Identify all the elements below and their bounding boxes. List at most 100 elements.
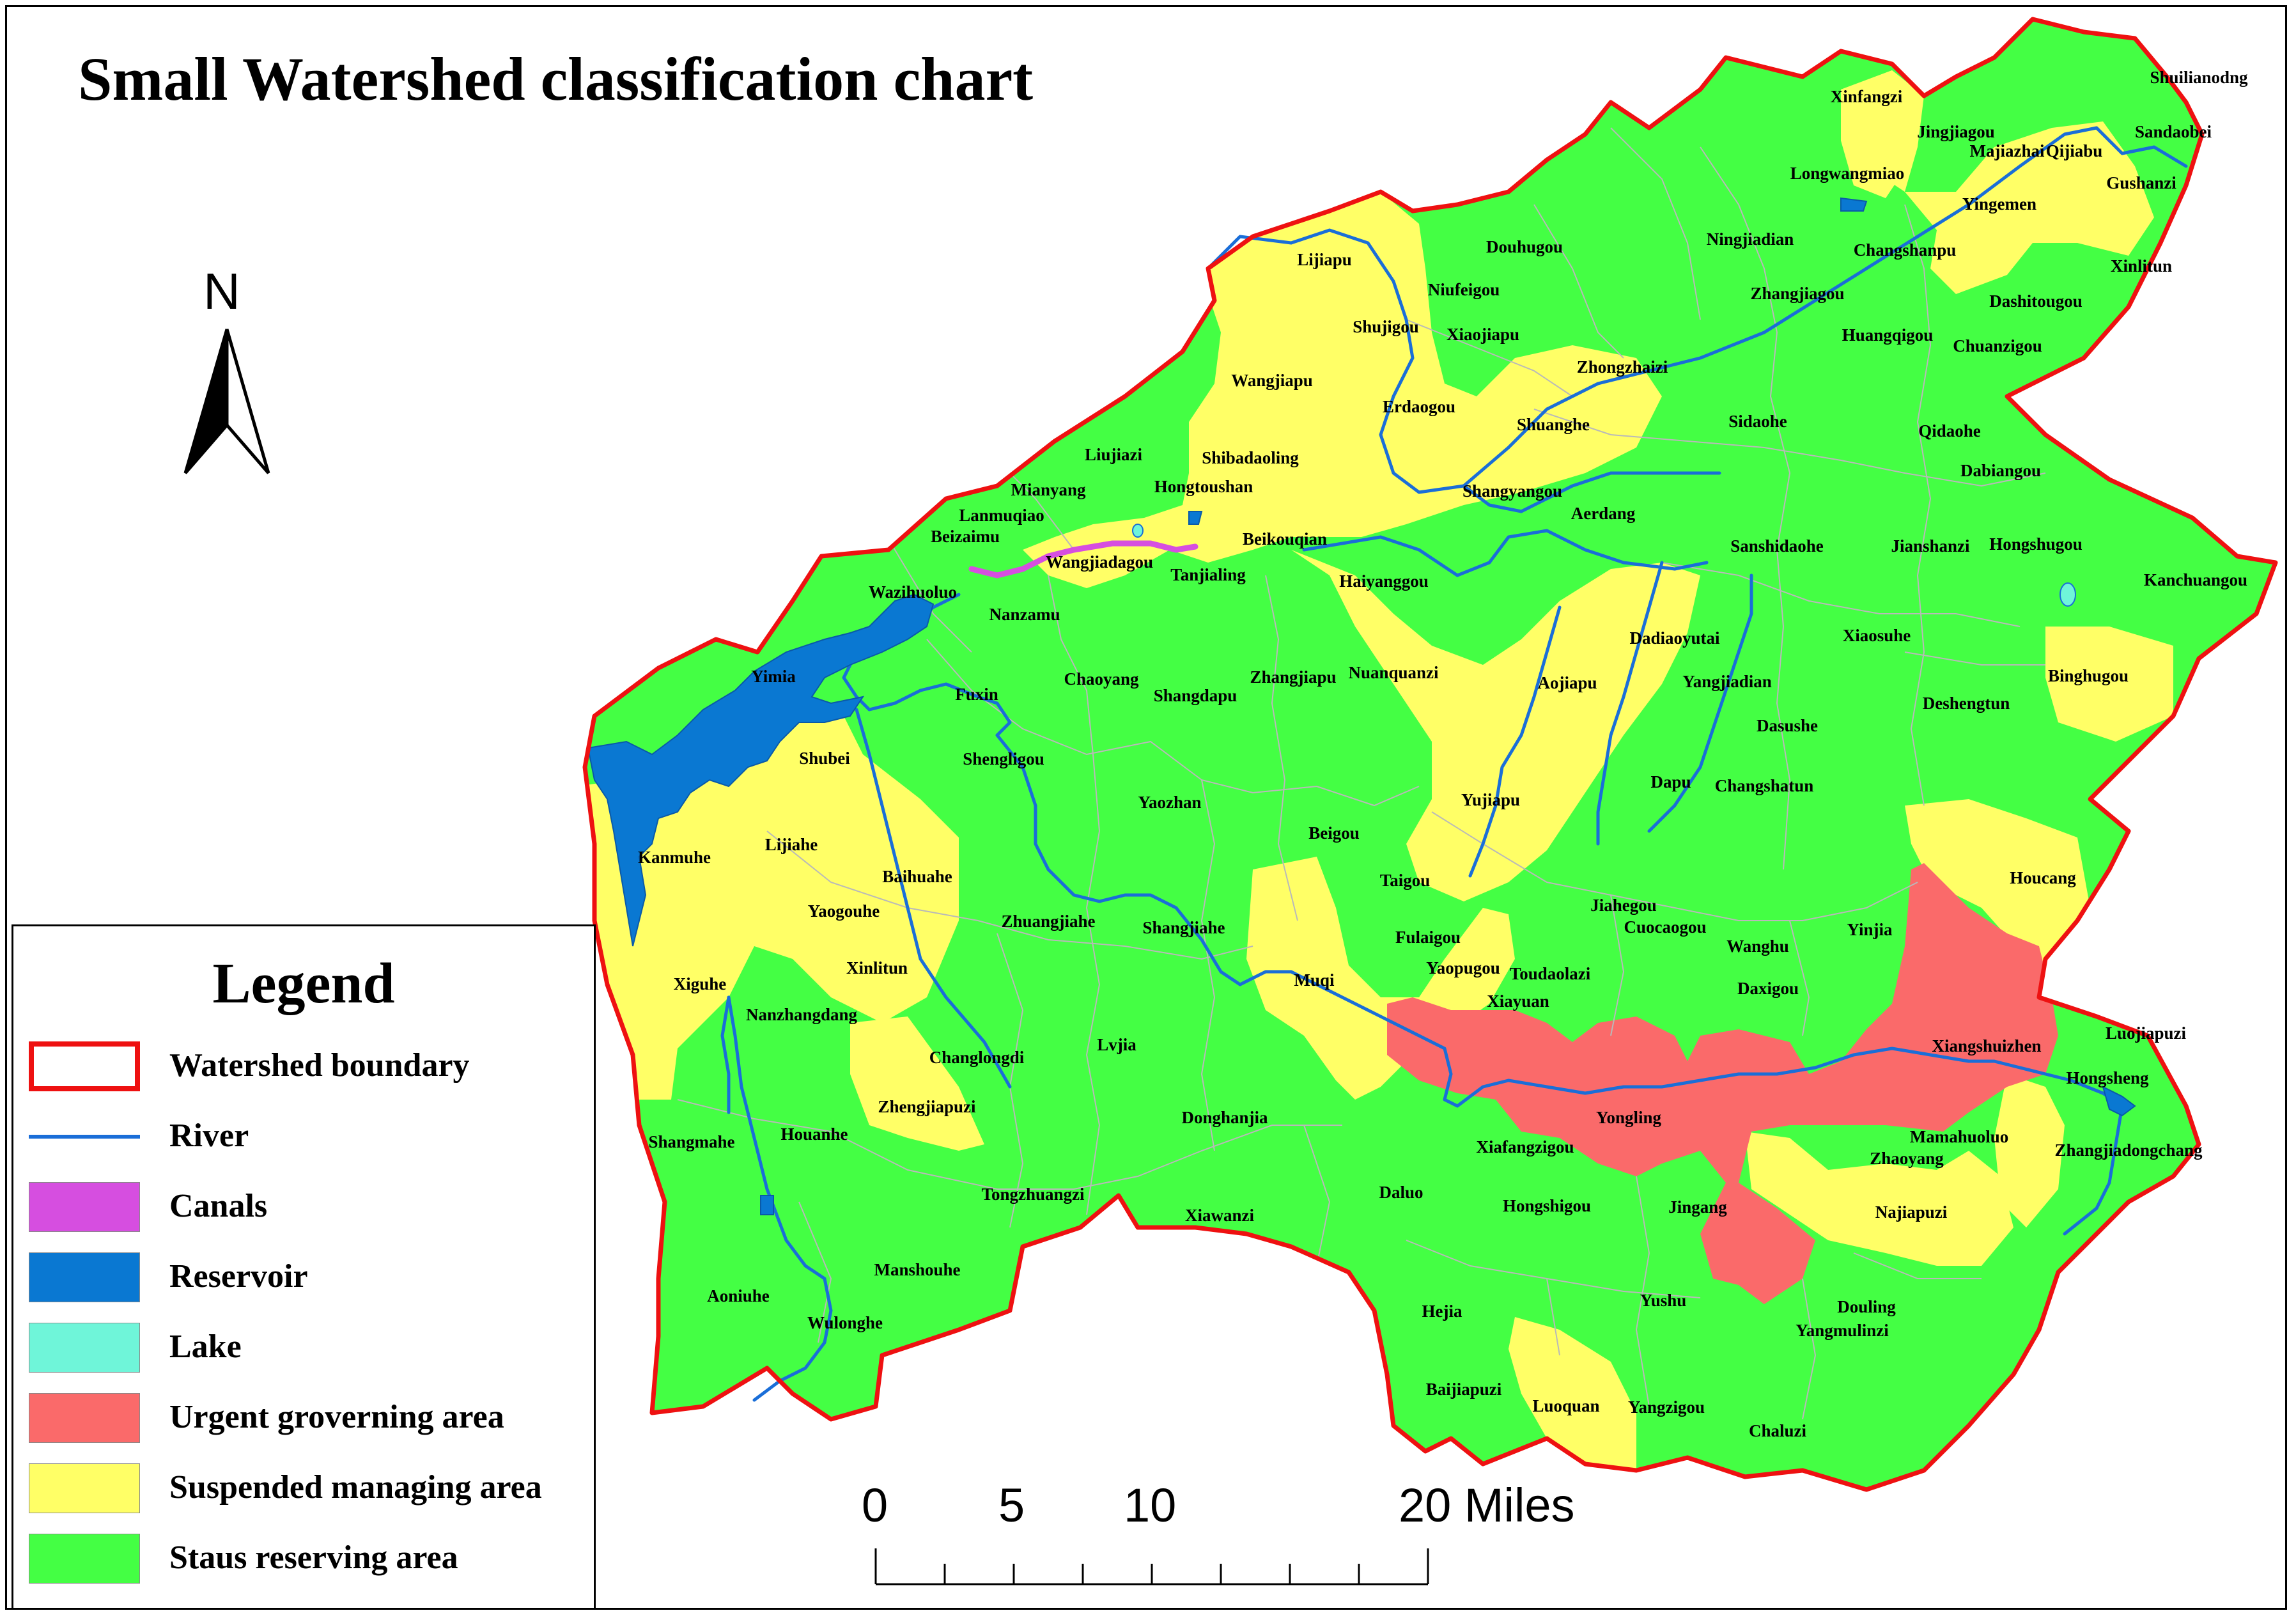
place-label: Yushu: [1640, 1291, 1687, 1310]
place-label: Wulonghe: [807, 1313, 883, 1332]
place-label: Lvjia: [1097, 1035, 1136, 1054]
place-label: Beizaimu: [931, 527, 1000, 546]
place-label: Hongsheng: [2066, 1068, 2149, 1087]
place-label: Yongling: [1596, 1108, 1662, 1127]
legend-label-urgent: Urgent groverning area: [169, 1399, 504, 1435]
place-label: Douhugou: [1486, 237, 1563, 256]
place-label: Niufeigou: [1428, 280, 1500, 299]
place-label: Hongshigou: [1503, 1196, 1591, 1215]
place-label: Cuocaogou: [1624, 917, 1706, 937]
place-label: Najiapuzi: [1875, 1203, 1948, 1222]
legend-swatch-suspended: [29, 1463, 140, 1513]
place-label: Jingang: [1668, 1197, 1727, 1217]
place-label: Zhaoyang: [1870, 1149, 1944, 1168]
place-label: Fuxin: [955, 685, 998, 704]
place-label: Muqi: [1294, 970, 1335, 990]
river-nanzhangdang: [720, 995, 731, 1114]
place-label: Zhangjiadongchang: [2054, 1141, 2203, 1160]
place-label: Huangqigou: [1842, 325, 1934, 345]
place-label: Changshanpu: [1854, 240, 1957, 260]
place-label: Yimia: [751, 667, 796, 686]
river-west-houanhe: [727, 995, 833, 1402]
place-label: Houanhe: [780, 1125, 848, 1144]
river-shangjiahe: [995, 733, 1370, 1012]
place-label: Chaluzi: [1749, 1421, 1807, 1440]
legend-swatch-lake: [29, 1323, 140, 1373]
place-label: Chaoyang: [1064, 669, 1139, 689]
legend-label-lake: Lake: [169, 1328, 242, 1365]
place-label: Lanmuqiao: [959, 506, 1044, 525]
place-label: Shuilianodng: [2150, 68, 2248, 87]
place-label: Majiazhai: [1970, 141, 2045, 160]
place-label: Deshengtun: [1923, 694, 2010, 713]
place-label: Zhangjiapu: [1250, 667, 1336, 687]
place-label: Dapu: [1650, 772, 1691, 791]
legend: Legend Watershed boundary River Canals R…: [12, 924, 596, 1610]
place-label: Yaozhan: [1138, 793, 1201, 812]
place-label: Wangjiadagou: [1046, 552, 1153, 572]
legend-label-boundary: Watershed boundary: [169, 1047, 470, 1084]
place-label: Shubei: [799, 749, 850, 768]
legend-label-suspended: Suspended managing area: [169, 1469, 542, 1506]
north-label: N: [203, 263, 240, 320]
river-east-south: [2063, 1104, 2124, 1236]
legend-swatch-river: [29, 1135, 140, 1139]
scale-bar: [874, 1548, 1429, 1585]
place-label: Xiaojiapu: [1447, 325, 1519, 344]
place-label: Binghugou: [2048, 666, 2129, 685]
place-label: Luojiapuzi: [2106, 1024, 2187, 1043]
reservoir-north: [1188, 511, 1203, 525]
place-label: Yaogouhe: [808, 901, 880, 921]
place-label: Zhengjiapuzi: [878, 1097, 976, 1116]
suspended-zone-najiapuzi: [1745, 1132, 2013, 1266]
place-label: Xiawanzi: [1185, 1206, 1254, 1225]
place-label: Erdaogou: [1383, 397, 1455, 416]
legend-swatch-canals: [29, 1182, 140, 1232]
place-label: Kanmuhe: [638, 848, 711, 867]
river-yongling: [1366, 1008, 2124, 1108]
place-label: Mianyang: [1011, 480, 1086, 499]
reservoir-east: [2102, 1086, 2136, 1117]
place-label: Daluo: [1379, 1183, 1423, 1202]
suspended-zone-binghugou: [2045, 627, 2173, 742]
suspended-zone-central: [1291, 550, 1700, 901]
place-label: Dabiangou: [1960, 461, 2041, 480]
place-label: Kanchuangou: [2144, 570, 2247, 589]
place-label: Xiayuan: [1487, 992, 1549, 1011]
legend-swatch-reservoir: [29, 1252, 140, 1302]
place-label: Yingemen: [1962, 194, 2036, 214]
place-label: Yangmulinzi: [1796, 1321, 1889, 1340]
place-label: Jiahegou: [1590, 896, 1657, 915]
place-label: Beikouqian: [1243, 529, 1327, 549]
place-label: Nanzhangdang: [746, 1005, 858, 1024]
place-label: Donghanjia: [1181, 1108, 1268, 1127]
place-label: Shangyangou: [1462, 481, 1562, 501]
suspended-zone-hongsheng: [1994, 1074, 2065, 1227]
suspended-zone-muqi: [1246, 857, 1515, 1100]
place-label: Lijiahe: [765, 835, 818, 854]
place-label: Jingjiagou: [1917, 122, 1995, 141]
north-arrow-icon: [183, 329, 270, 474]
place-label: Wangjiapu: [1231, 371, 1313, 390]
place-label: Xinlitun: [846, 958, 908, 977]
place-label: Xiangshuizhen: [1932, 1036, 2041, 1055]
lake-west: [1132, 524, 1144, 538]
place-label: Tanjialing: [1170, 565, 1246, 584]
legend-label-river: River: [169, 1118, 249, 1154]
place-label: Lijiapu: [1297, 250, 1352, 269]
scale-label-0: 0: [862, 1479, 888, 1532]
place-label: Yangzigou: [1628, 1398, 1705, 1417]
place-label: Zhongzhaizi: [1577, 357, 1668, 377]
place-label: Jianshanzi: [1891, 536, 1970, 556]
legend-swatch-status: [29, 1534, 140, 1584]
place-label: Baijiapuzi: [1426, 1380, 1502, 1399]
suspended-zone-luoquan: [1509, 1317, 1636, 1470]
place-label: Toudaolazi: [1510, 964, 1591, 983]
legend-item-lake: Lake: [29, 1323, 591, 1376]
reservoir-mid: [1840, 197, 1868, 212]
place-label: Luoquan: [1532, 1396, 1599, 1415]
place-label: Hongshugou: [1989, 534, 2083, 554]
place-label: Qijiabu: [2046, 141, 2103, 160]
